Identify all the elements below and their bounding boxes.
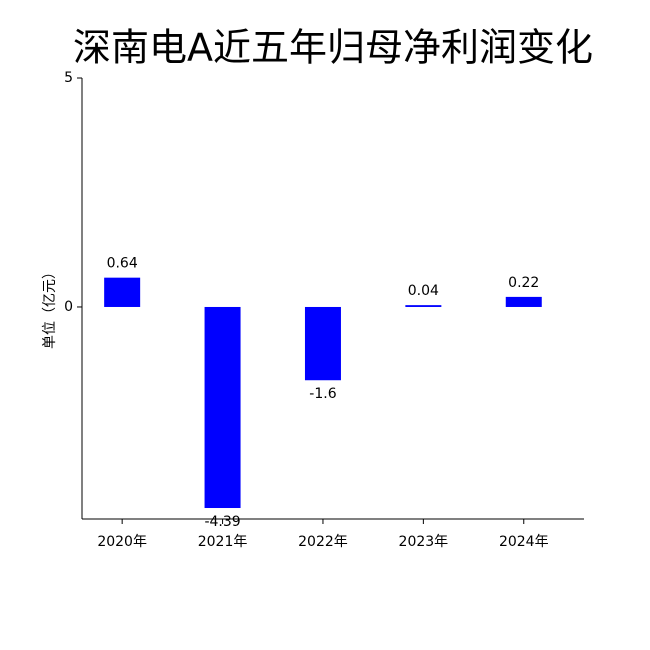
bar xyxy=(304,306,341,381)
bar xyxy=(204,306,241,509)
y-tick-label: 0 xyxy=(64,299,73,315)
data-label: 0.64 xyxy=(107,256,138,272)
y-axis-label: 单位（亿元） xyxy=(42,265,58,349)
data-label: -4.39 xyxy=(204,514,240,530)
x-tick-label: 2023年 xyxy=(399,534,449,550)
data-label: 0.04 xyxy=(408,283,439,299)
x-tick-label: 2021年 xyxy=(198,534,248,550)
y-tick-label: 5 xyxy=(64,70,73,86)
chart-title: 深南电A近五年归母净利润变化 xyxy=(73,26,593,70)
data-label: 0.22 xyxy=(508,275,539,291)
x-tick-label: 2022年 xyxy=(298,534,348,550)
bar xyxy=(405,305,442,307)
bar xyxy=(104,277,141,307)
x-tick-label: 2020年 xyxy=(97,534,147,550)
data-label: -1.6 xyxy=(309,386,336,402)
bar xyxy=(505,296,542,307)
x-tick-label: 2024年 xyxy=(499,534,549,550)
